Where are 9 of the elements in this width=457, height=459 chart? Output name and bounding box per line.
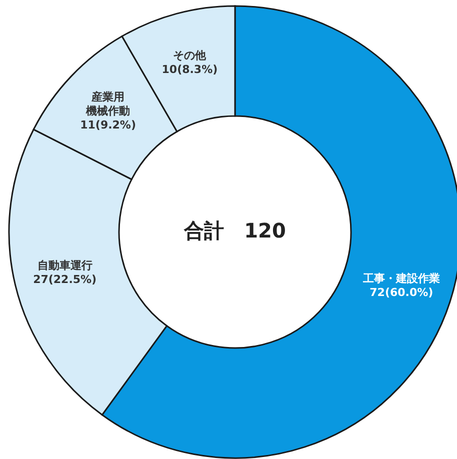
slice-label: その他 <box>173 48 208 62</box>
data-label: 11(9.2%) <box>80 118 136 132</box>
slice-label: 工事・建設作業 <box>362 272 440 286</box>
slice-label: 自動車運行 <box>37 258 92 272</box>
text: 合計 120 <box>183 218 286 242</box>
data-label: 72(60.0%) <box>370 286 434 300</box>
data-label: 10(8.3%) <box>162 62 218 76</box>
data-label: 27(22.5%) <box>33 272 97 286</box>
slice-label: 産業用機械作動 <box>85 90 130 118</box>
